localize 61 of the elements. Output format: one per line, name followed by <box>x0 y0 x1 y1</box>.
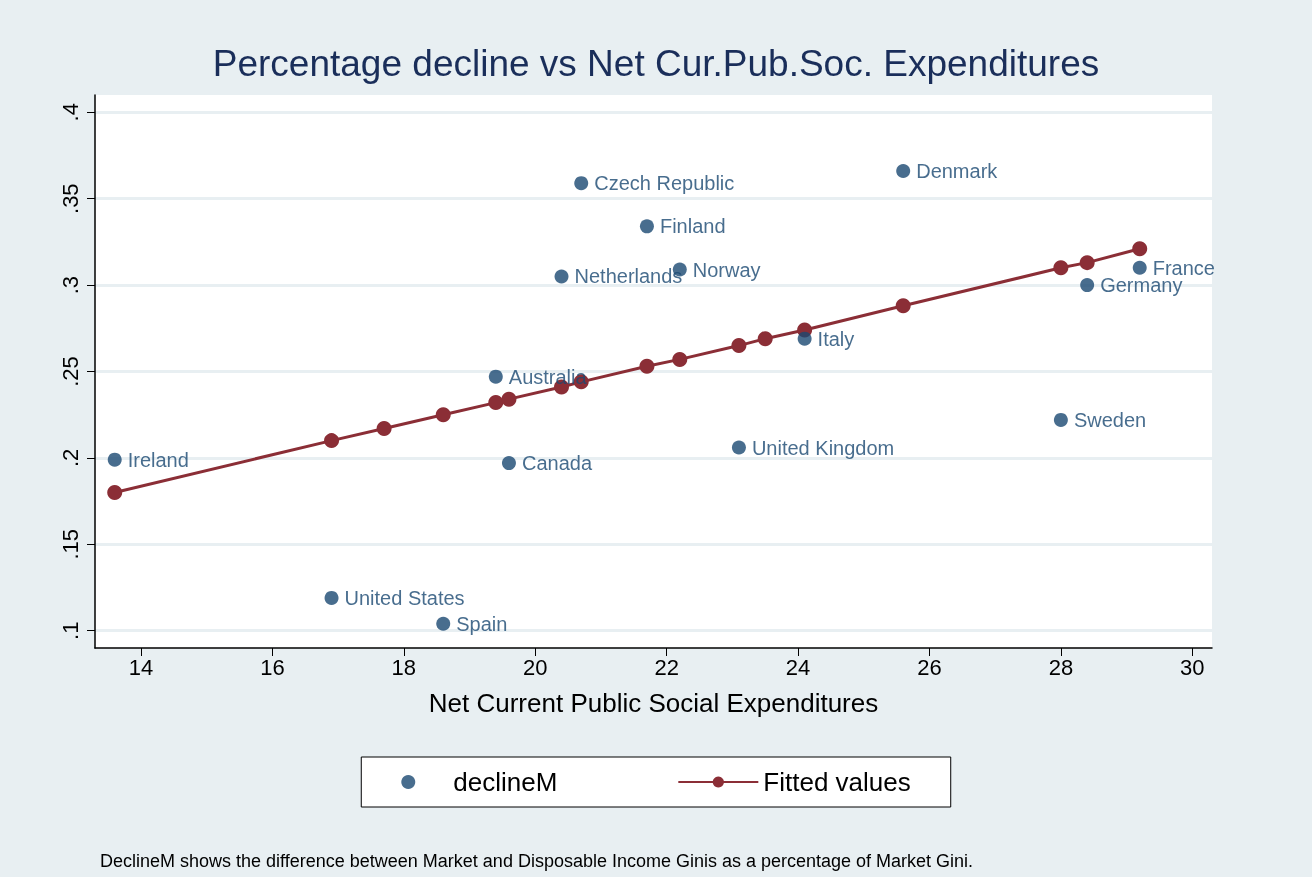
annotation: Spain <box>456 612 508 635</box>
x-tick-label: 28 <box>1048 654 1074 680</box>
annotation: Australia <box>508 365 588 388</box>
annotation: United States <box>344 586 465 609</box>
point <box>324 590 339 605</box>
point <box>1132 241 1148 257</box>
y-tick-label: .25 <box>57 356 83 387</box>
point <box>1080 278 1095 293</box>
point <box>107 452 122 467</box>
point <box>731 440 746 455</box>
point <box>324 433 340 449</box>
y-tick-label: .3 <box>57 275 83 295</box>
x-tick-label: 22 <box>654 654 679 680</box>
annotation: United Kingdom <box>751 436 895 459</box>
point <box>757 331 773 347</box>
x-tick-label: 20 <box>522 654 548 680</box>
x-axis-title: Net Current Public Social Expenditures <box>428 688 879 718</box>
y-tick-label: .2 <box>57 448 83 468</box>
annotation: Ireland <box>127 448 189 471</box>
point <box>435 407 451 423</box>
point <box>639 219 654 234</box>
annotation: Italy <box>817 327 855 350</box>
point <box>488 395 504 411</box>
point <box>731 338 747 354</box>
point <box>896 164 911 179</box>
annotation: Finland <box>659 215 726 238</box>
annotation: Canada <box>521 452 593 475</box>
point <box>501 391 517 407</box>
chart-title: Percentage decline vs Net Cur.Pub.Soc. Expenditures <box>212 43 1100 84</box>
x-tick-label: 16 <box>260 654 285 680</box>
y-tick-label: .4 <box>57 103 83 122</box>
y-tick-label: .1 <box>57 621 83 640</box>
point <box>1053 412 1068 427</box>
x-tick-label: 26 <box>917 654 942 680</box>
text: DeclineM shows the difference between Market and Disposable Income Ginis as a percentage of Market Gini. <box>100 851 974 871</box>
x-tick-label: 24 <box>785 654 811 680</box>
point <box>1079 255 1095 271</box>
point <box>501 456 516 471</box>
y-tick-label: .35 <box>57 183 83 214</box>
point <box>639 358 655 374</box>
point <box>554 269 569 284</box>
legend-label: declineM <box>453 767 558 797</box>
x-tick-label: 14 <box>128 654 154 680</box>
annotation: Czech Republic <box>594 172 735 195</box>
point <box>1132 260 1147 275</box>
point <box>672 351 688 367</box>
point <box>488 369 503 384</box>
x-tick-label: 18 <box>391 654 417 680</box>
point <box>797 331 812 346</box>
annotation: Norway <box>692 258 761 281</box>
x-tick-label: 30 <box>1180 654 1205 680</box>
annotation: Sweden <box>1073 408 1147 431</box>
point <box>436 616 451 631</box>
legend-label: Fitted values <box>763 767 911 797</box>
point <box>107 484 123 500</box>
point <box>574 176 589 191</box>
point <box>895 298 911 314</box>
y-tick-label: .15 <box>57 529 83 560</box>
point <box>1053 260 1069 276</box>
annotation: Denmark <box>916 160 999 183</box>
point <box>376 421 392 437</box>
